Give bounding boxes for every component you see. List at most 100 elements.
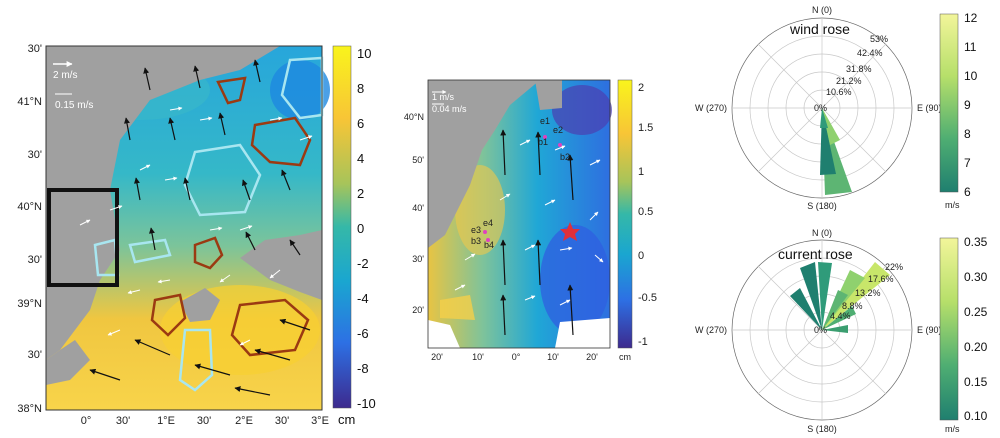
mid-colorbar (617, 79, 633, 349)
svg-text:1°E: 1°E (157, 415, 175, 427)
left-colorbar (332, 45, 352, 409)
svg-text:0: 0 (357, 221, 364, 236)
middle-map: e1 e2 b1 b2 e3 e4 b3 b4 1 m/s 0.04 m/s 4… (404, 79, 657, 362)
station-b2: b2 (560, 152, 570, 162)
svg-text:42.4%: 42.4% (857, 48, 883, 58)
mooring-star (560, 222, 580, 241)
left-scale-current: 0.15 m/s (55, 100, 93, 111)
svg-text:38°N: 38°N (17, 403, 42, 415)
station-b1: b1 (538, 137, 548, 147)
svg-text:E (90): E (90) (917, 103, 942, 113)
mid-lat-labels: 40°N 50' 40' 30' 20' (404, 112, 424, 315)
left-map: 2 m/s 0.15 m/s 30' 41°N 30' 40°N 30' 39°… (17, 43, 375, 427)
svg-text:13.2%: 13.2% (855, 288, 881, 298)
svg-text:30': 30' (28, 254, 42, 266)
mid-colorbar-ticks: 2 1.5 1 0.5 0 -0.5 -1 (638, 82, 657, 348)
svg-text:0.30: 0.30 (964, 270, 988, 284)
svg-text:3°E: 3°E (311, 415, 329, 427)
svg-text:10.6%: 10.6% (826, 87, 852, 97)
svg-text:0.10: 0.10 (964, 409, 988, 423)
svg-text:W (270): W (270) (695, 103, 727, 113)
left-lat-labels: 30' 41°N 30' 40°N 30' 39°N 30' 38°N (17, 43, 42, 415)
study-area-box (47, 188, 119, 287)
left-land-island (240, 230, 322, 300)
wind-rose-colorbar (939, 13, 959, 193)
svg-text:7: 7 (964, 156, 971, 170)
mid-lon-labels: 20' 10' 0° 10' 20' (431, 352, 598, 362)
svg-text:m/s: m/s (945, 200, 960, 210)
svg-text:S (180): S (180) (807, 424, 837, 434)
svg-text:0.25: 0.25 (964, 305, 988, 319)
svg-text:1.5: 1.5 (638, 122, 653, 134)
svg-text:22%: 22% (885, 262, 903, 272)
svg-text:E (90): E (90) (917, 325, 942, 335)
station-e2: e2 (553, 125, 563, 135)
svg-text:20': 20' (431, 352, 443, 362)
svg-text:0%: 0% (814, 103, 827, 113)
mid-colorbar-unit: cm (619, 352, 631, 362)
station-b4: b4 (484, 240, 494, 250)
svg-text:-0.5: -0.5 (638, 292, 657, 304)
station-b3: b3 (471, 236, 481, 246)
svg-text:2: 2 (357, 186, 364, 201)
svg-text:41°N: 41°N (17, 96, 42, 108)
svg-text:20': 20' (412, 305, 424, 315)
current-rose-colorbar (939, 237, 959, 421)
mid-stations: e1 e2 b1 b2 e3 e4 b3 b4 (471, 116, 570, 250)
station-e1: e1 (540, 116, 550, 126)
svg-text:0.15: 0.15 (964, 375, 988, 389)
svg-text:0.5: 0.5 (638, 206, 653, 218)
svg-text:50': 50' (412, 155, 424, 165)
svg-text:N (0): N (0) (812, 5, 832, 15)
mid-scale-current: 0.04 m/s (432, 104, 467, 114)
svg-text:8: 8 (964, 127, 971, 141)
svg-text:17.6%: 17.6% (868, 274, 894, 284)
svg-text:20': 20' (586, 352, 598, 362)
svg-text:S (180): S (180) (807, 201, 837, 211)
svg-text:31.8%: 31.8% (846, 64, 872, 74)
svg-text:30': 30' (275, 415, 289, 427)
left-lon-labels: 0° 30' 1°E 30' 2°E 30' 3°E (81, 415, 329, 427)
svg-text:10: 10 (357, 46, 371, 61)
svg-text:10': 10' (547, 352, 559, 362)
svg-text:30': 30' (28, 149, 42, 161)
svg-text:-6: -6 (357, 326, 369, 341)
station-e4: e4 (483, 218, 493, 228)
left-colorbar-ticks: 10 8 6 4 2 0 -2 -4 -6 -8 -10 (357, 46, 376, 411)
svg-text:W (270): W (270) (695, 325, 727, 335)
svg-text:0.20: 0.20 (964, 340, 988, 354)
svg-text:40°N: 40°N (404, 112, 424, 122)
svg-text:6: 6 (357, 116, 364, 131)
current-rose: current rose N (0) E (90) S (180) W (270… (695, 228, 988, 434)
current-rose-title: current rose (778, 246, 853, 262)
svg-text:4: 4 (357, 151, 364, 166)
svg-text:0°: 0° (512, 352, 521, 362)
svg-text:10: 10 (964, 69, 978, 83)
station-e3: e3 (471, 225, 481, 235)
svg-text:0.35: 0.35 (964, 235, 988, 249)
svg-text:30': 30' (28, 43, 42, 55)
svg-text:4.4%: 4.4% (830, 311, 851, 321)
left-colorbar-unit: cm (338, 412, 355, 427)
svg-text:0: 0 (638, 250, 644, 262)
svg-text:0%: 0% (814, 325, 827, 335)
svg-text:12: 12 (964, 11, 978, 25)
svg-text:30': 30' (116, 415, 130, 427)
svg-text:21.2%: 21.2% (836, 76, 862, 86)
svg-text:8.8%: 8.8% (842, 301, 863, 311)
svg-text:6: 6 (964, 185, 971, 199)
mid-scale-wind: 1 m/s (432, 92, 455, 102)
svg-text:30': 30' (197, 415, 211, 427)
svg-text:N (0): N (0) (812, 228, 832, 238)
svg-text:-4: -4 (357, 291, 369, 306)
left-scale-wind: 2 m/s (53, 70, 77, 81)
mid-land (428, 80, 540, 248)
svg-text:30': 30' (28, 349, 42, 361)
svg-text:10': 10' (472, 352, 484, 362)
wind-rose-title: wind rose (789, 21, 850, 37)
svg-text:-10: -10 (357, 396, 376, 411)
svg-text:-2: -2 (357, 256, 369, 271)
svg-text:53%: 53% (870, 34, 888, 44)
svg-text:40': 40' (412, 203, 424, 213)
